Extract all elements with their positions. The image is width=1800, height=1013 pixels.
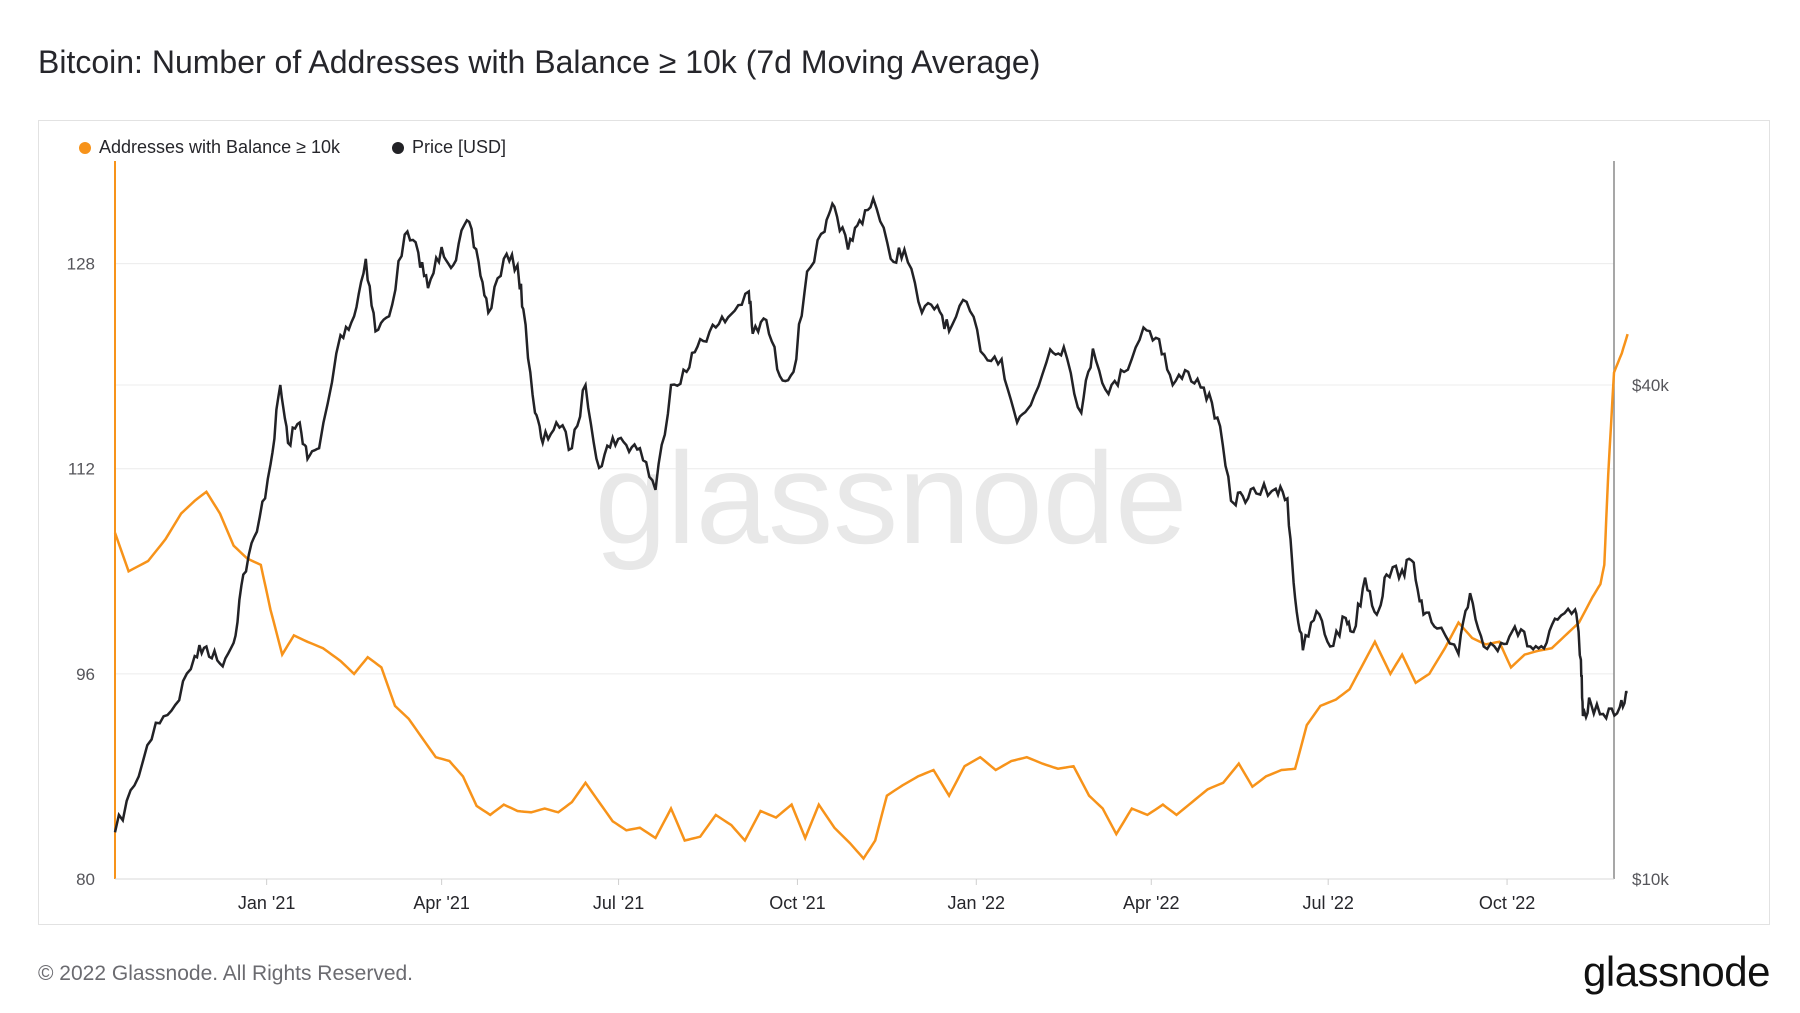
legend-item-addresses[interactable]: Addresses with Balance ≥ 10k xyxy=(79,137,340,158)
y-left-tick-label: 112 xyxy=(68,460,95,479)
x-tick-label: Jul '22 xyxy=(1302,893,1353,913)
series-line-price[interactable] xyxy=(113,194,1628,833)
x-tick-label: Oct '22 xyxy=(1479,893,1535,913)
page-title: Bitcoin: Number of Addresses with Balanc… xyxy=(38,44,1041,80)
legend-label-price: Price [USD] xyxy=(412,137,507,157)
series-line-addresses[interactable] xyxy=(113,333,1629,861)
y-left-tick-label: 96 xyxy=(76,665,95,684)
x-tick-label: Jul '21 xyxy=(593,893,644,913)
y-axis-right: $10k $40k xyxy=(1632,376,1669,889)
gridlines xyxy=(115,263,1614,880)
chart-svg: glassnode 80 96 112 128 $10k $40k Jan '21 Apr… xyxy=(67,161,1669,913)
y-right-tick-label: $10k xyxy=(1632,870,1669,889)
y-left-tick-label: 128 xyxy=(67,255,95,274)
legend-dot-price xyxy=(392,141,405,154)
x-tick-label: Jan '22 xyxy=(948,893,1005,913)
legend-label-addresses: Addresses with Balance ≥ 10k xyxy=(99,137,341,157)
x-tick-label: Oct '21 xyxy=(769,893,825,913)
glassnode-logo[interactable]: glassnode xyxy=(1583,948,1770,995)
chart-frame: glassnode 80 96 112 128 $10k $40k Jan '21 Apr… xyxy=(38,120,1770,925)
x-tick-label: Apr '22 xyxy=(1123,893,1179,913)
x-tick-label: Apr '21 xyxy=(413,893,469,913)
x-tick-label: Jan '21 xyxy=(238,893,295,913)
legend: Addresses with Balance ≥ 10k Price [USD] xyxy=(79,137,506,158)
y-left-tick-label: 80 xyxy=(76,870,95,889)
x-axis: Jan '21 Apr '21 Jul '21 Oct '21 Jan '22 Apr '… xyxy=(114,161,1615,913)
watermark: glassnode xyxy=(595,425,1188,571)
legend-item-price[interactable]: Price [USD] xyxy=(392,137,506,158)
y-axis-left: 80 96 112 128 xyxy=(67,255,95,889)
y-right-tick-label: $40k xyxy=(1632,376,1669,395)
footer-copyright: © 2022 Glassnode. All Rights Reserved. xyxy=(38,962,414,985)
legend-dot-addresses xyxy=(79,141,91,154)
